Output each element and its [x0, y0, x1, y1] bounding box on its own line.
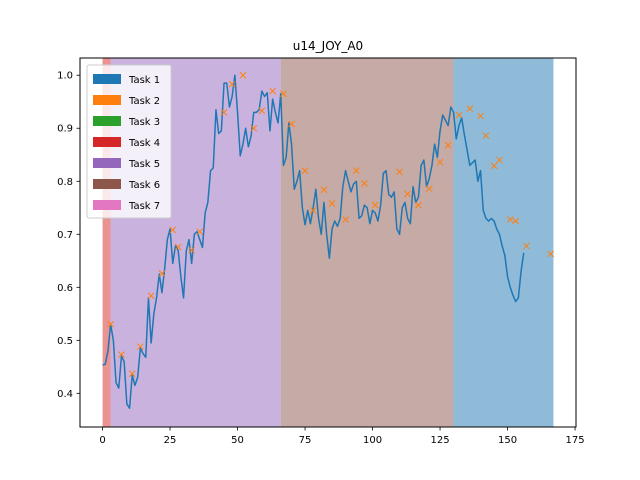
axes-frame	[79, 57, 577, 428]
x-tick-label: 0	[99, 435, 105, 446]
marker-point	[482, 132, 490, 140]
marker-point	[288, 120, 295, 128]
y-tick-label: 1.0	[57, 71, 73, 82]
legend: Task 1 Task 2 Task 3 Task 4 Task 5 Task 6 Task…	[86, 64, 172, 219]
marker-point	[258, 107, 266, 115]
legend-swatch	[93, 95, 121, 105]
marker-point	[506, 216, 514, 223]
series-layer	[102, 74, 525, 409]
marker-point	[444, 141, 452, 149]
x-tick-label: 25	[164, 435, 177, 446]
marker-point	[415, 201, 422, 209]
marker-point	[320, 186, 328, 194]
marker-point	[280, 90, 287, 98]
marker-point	[118, 351, 125, 358]
marker-point	[239, 71, 247, 79]
x-axis-ticks: 0 25 50 75 100 125 150 175	[99, 427, 585, 446]
marker-point	[328, 200, 336, 207]
legend-swatch	[93, 137, 121, 147]
legend-swatch	[93, 158, 121, 168]
marker-point	[436, 158, 444, 166]
legend-swatch	[93, 200, 121, 210]
marker-point	[174, 243, 182, 251]
chart-title: u14_JOY_A0	[293, 39, 363, 53]
y-tick-label: 0.6	[57, 283, 73, 294]
marker-point	[188, 246, 196, 254]
series-line	[102, 74, 525, 409]
marker-point	[371, 201, 379, 209]
legend-label: Task 5	[128, 159, 160, 170]
marker-point	[404, 190, 412, 198]
marker-point	[128, 370, 136, 378]
y-axis-ticks: 0.4 0.5 0.6 0.7 0.8 0.9 1.0	[57, 71, 80, 400]
legend-label: Task 4	[128, 138, 160, 149]
y-tick-label: 0.9	[57, 124, 73, 135]
marker-point	[352, 167, 360, 175]
marker-point	[309, 207, 317, 214]
marker-point	[496, 156, 503, 164]
marker-point	[547, 250, 555, 258]
x-tick-label: 125	[431, 435, 450, 446]
marker-point	[107, 321, 114, 328]
task-span-task-6	[280, 58, 454, 427]
marker-point	[512, 217, 520, 225]
y-tick-label: 0.7	[57, 230, 73, 241]
legend-swatch	[93, 74, 121, 84]
legend-swatch	[93, 179, 121, 189]
marker-point	[466, 105, 474, 112]
marker-point	[220, 108, 228, 116]
marker-point	[301, 167, 309, 175]
legend-label: Task 3	[128, 117, 160, 128]
x-tick-label: 150	[498, 435, 517, 446]
legend-label: Task 6	[128, 180, 160, 191]
marker-point	[477, 112, 484, 120]
marker-point	[361, 180, 368, 187]
marker-point	[169, 226, 177, 234]
task-span-task-1	[453, 58, 554, 427]
marker-point	[490, 162, 498, 170]
marker-layer	[107, 71, 555, 378]
marker-point	[523, 242, 530, 250]
marker-point	[136, 343, 144, 351]
marker-point	[228, 80, 236, 88]
y-tick-label: 0.8	[57, 177, 73, 188]
legend-label: Task 1	[128, 75, 160, 86]
marker-point	[250, 124, 258, 132]
marker-point	[158, 270, 166, 277]
legend-swatch	[93, 116, 121, 126]
marker-point	[342, 216, 349, 223]
marker-point	[455, 111, 463, 119]
task-span-task-4	[102, 58, 111, 427]
x-tick-label: 175	[566, 435, 585, 446]
marker-point	[196, 228, 204, 235]
marker-point	[147, 292, 155, 300]
y-tick-label: 0.4	[57, 389, 73, 400]
x-tick-label: 100	[363, 435, 382, 446]
x-tick-label: 50	[231, 435, 244, 446]
x-tick-label: 75	[299, 435, 312, 446]
legend-label: Task 2	[128, 96, 160, 107]
y-tick-label: 0.5	[57, 336, 73, 347]
marker-point	[396, 168, 403, 176]
marker-point	[269, 87, 277, 95]
marker-point	[425, 185, 433, 193]
legend-label: Task 7	[128, 201, 160, 212]
